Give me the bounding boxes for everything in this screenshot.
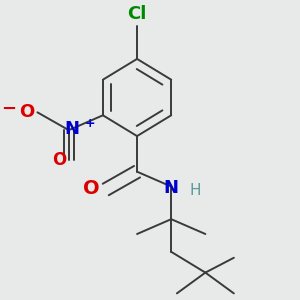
Text: O: O — [19, 103, 34, 121]
Text: O: O — [83, 178, 100, 197]
Text: −: − — [1, 100, 16, 118]
Text: N: N — [64, 120, 79, 138]
Text: O: O — [52, 151, 66, 169]
Text: H: H — [190, 184, 201, 199]
Text: +: + — [84, 117, 95, 130]
Text: N: N — [164, 179, 179, 197]
Text: Cl: Cl — [128, 5, 147, 23]
